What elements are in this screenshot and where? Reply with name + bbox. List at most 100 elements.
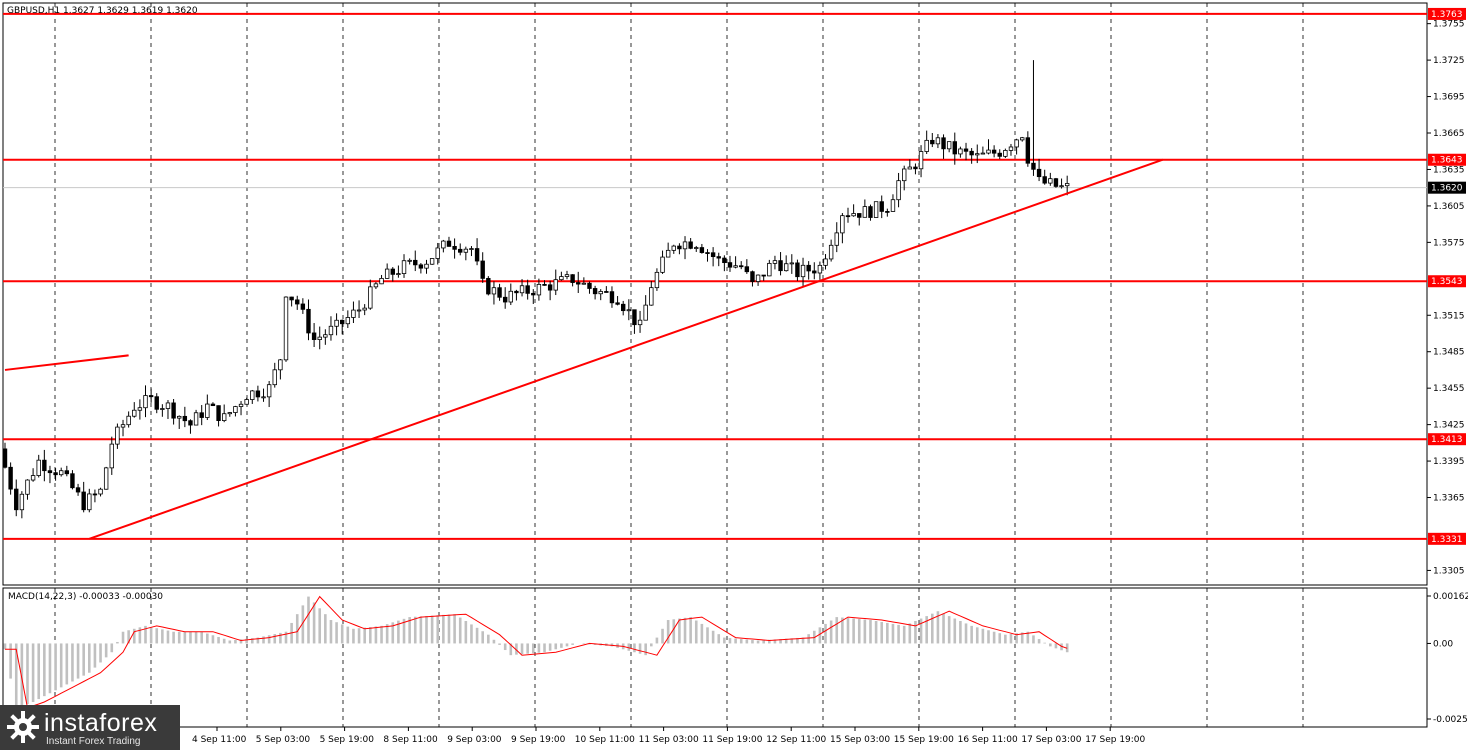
candle-body (278, 359, 283, 371)
candle-body (300, 303, 306, 310)
candle-body (160, 408, 165, 410)
candle-body (514, 290, 519, 294)
candle-body (64, 470, 70, 475)
price-tick-label: 1.3425 (1433, 421, 1465, 431)
candle-body (963, 148, 969, 152)
time-tick-label: 16 Sep 11:00 (958, 735, 1018, 745)
time-tick-label: 11 Sep 03:00 (639, 735, 699, 745)
candle-body (42, 459, 47, 472)
candle-body (806, 264, 811, 272)
price-tick-label: 1.3395 (1433, 457, 1465, 467)
candle-body (828, 244, 834, 260)
level-label-box (1428, 153, 1466, 166)
candle-body (862, 206, 868, 218)
candle-body (868, 206, 873, 218)
candle-body (311, 332, 317, 340)
candle-body (1036, 168, 1042, 178)
candle-body (851, 213, 856, 217)
candle-body (812, 270, 817, 274)
macd-indicator (3, 595, 1069, 709)
candle-body (879, 201, 884, 212)
candle-body (542, 283, 547, 286)
candles (2, 60, 1070, 519)
candle-body (109, 443, 114, 469)
instaforex-gear-icon (7, 711, 39, 743)
candle-body (70, 473, 75, 489)
candle-body (401, 260, 407, 274)
candle-body (890, 199, 896, 212)
candle-body (115, 426, 120, 445)
price-tick-label: 1.3665 (1433, 129, 1465, 139)
candle-body (688, 241, 693, 249)
candle-body (553, 279, 558, 291)
candle-body (92, 493, 98, 496)
candle-body (536, 283, 542, 296)
candle-body (525, 285, 530, 294)
candle-body (193, 412, 199, 426)
candle-body (323, 334, 328, 338)
candle-body (930, 139, 935, 145)
time-tick-label: 9 Sep 19:00 (511, 735, 566, 745)
candle-body (362, 307, 367, 311)
time-tick-label: 17 Sep 03:00 (1021, 735, 1081, 745)
candle-body (266, 384, 272, 398)
candle-body (14, 488, 19, 511)
candle-body (463, 248, 469, 253)
time-tick-label: 15 Sep 03:00 (830, 735, 890, 745)
candle-body (435, 247, 440, 259)
candle-body (469, 248, 474, 250)
candle-body (559, 276, 564, 281)
candle-body (795, 262, 800, 278)
candle-body (986, 149, 991, 154)
candle-body (272, 369, 277, 386)
candle-body (733, 265, 738, 268)
candle-body (334, 319, 339, 327)
candle-body (25, 479, 30, 495)
candle-body (918, 151, 924, 170)
candle-body (458, 248, 463, 253)
brand-name: instaforex (44, 709, 158, 737)
candle-body (654, 271, 660, 289)
candle-body (581, 282, 587, 285)
price-tick-label: 1.3305 (1433, 566, 1465, 576)
time-tick-label: 4 Sep 11:00 (192, 735, 247, 745)
price-tick-label: 1.3455 (1433, 384, 1465, 394)
candle-body (705, 252, 710, 254)
candle-body (148, 395, 154, 398)
candle-body (182, 415, 188, 422)
candle-body (480, 260, 485, 279)
candle-body (845, 215, 851, 218)
time-tick-label: 15 Sep 19:00 (894, 735, 954, 745)
candle-body (727, 262, 733, 268)
price-tick-label: 1.3635 (1433, 165, 1465, 175)
candle-body (137, 407, 143, 411)
candle-body (446, 240, 452, 247)
candle-body (1031, 162, 1036, 170)
candle-body (778, 260, 783, 272)
candle-body (407, 259, 412, 262)
candle-body (98, 488, 103, 495)
time-tick-label: 11 Sep 19:00 (702, 735, 762, 745)
brand-tagline: Instant Forex Trading (46, 736, 141, 747)
candle-body (660, 256, 665, 273)
time-tick-label: 8 Sep 11:00 (383, 735, 438, 745)
candle-body (53, 472, 58, 476)
candle-body (87, 493, 92, 511)
time-tick-label: 5 Sep 03:00 (256, 735, 311, 745)
candle-body (1025, 137, 1031, 164)
candle-body (328, 325, 334, 336)
level-label-box (1428, 532, 1466, 545)
candle-body (373, 283, 379, 288)
candle-body (716, 256, 721, 259)
candle-body (396, 273, 401, 275)
candle-body (1042, 176, 1047, 184)
main-pane (2, 2, 1428, 586)
candle-body (519, 285, 525, 294)
candle-body (952, 141, 957, 155)
ascending-trendline (88, 158, 1164, 540)
candle-body (699, 247, 705, 253)
candle-body (103, 467, 109, 490)
candle-body (755, 274, 761, 282)
candle-body (216, 405, 221, 421)
candle-body (368, 286, 373, 309)
